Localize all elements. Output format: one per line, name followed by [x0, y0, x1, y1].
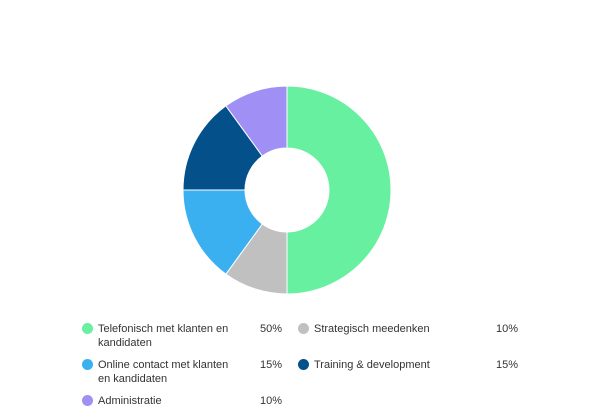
legend-swatch	[82, 323, 93, 334]
donut-slice-4[interactable]	[225, 85, 288, 157]
legend-swatch	[298, 359, 309, 370]
legend-swatch	[82, 395, 93, 406]
donut-slice-0[interactable]	[286, 85, 392, 295]
legend-value: 10%	[259, 395, 282, 407]
legend-label: Telefonisch met klanten en kandidaten	[98, 323, 229, 349]
legend-item-online[interactable]: Online contact met klanten en kandidaten…	[82, 358, 282, 386]
legend-value: 10%	[495, 323, 518, 335]
legend-item-telefonisch[interactable]: Telefonisch met klanten en kandidaten 50…	[82, 322, 282, 350]
legend-swatch	[82, 359, 93, 370]
legend-item-administratie[interactable]: Administratie 10%	[82, 394, 282, 408]
legend-value: 50%	[259, 323, 282, 335]
legend-value: 15%	[495, 359, 518, 371]
legend: Telefonisch met klanten en kandidaten 50…	[82, 322, 522, 408]
legend-item-strategisch[interactable]: Strategisch meedenken 10%	[298, 322, 518, 350]
donut-chart	[182, 85, 392, 295]
legend-swatch	[298, 323, 309, 334]
legend-label: Strategisch meedenken	[314, 323, 430, 335]
legend-value: 15%	[259, 359, 282, 371]
legend-label: Administratie	[98, 395, 162, 407]
legend-label: Training & development	[314, 359, 430, 371]
legend-label: Online contact met klanten en kandidaten	[98, 359, 229, 385]
legend-item-training[interactable]: Training & development 15%	[298, 358, 518, 386]
